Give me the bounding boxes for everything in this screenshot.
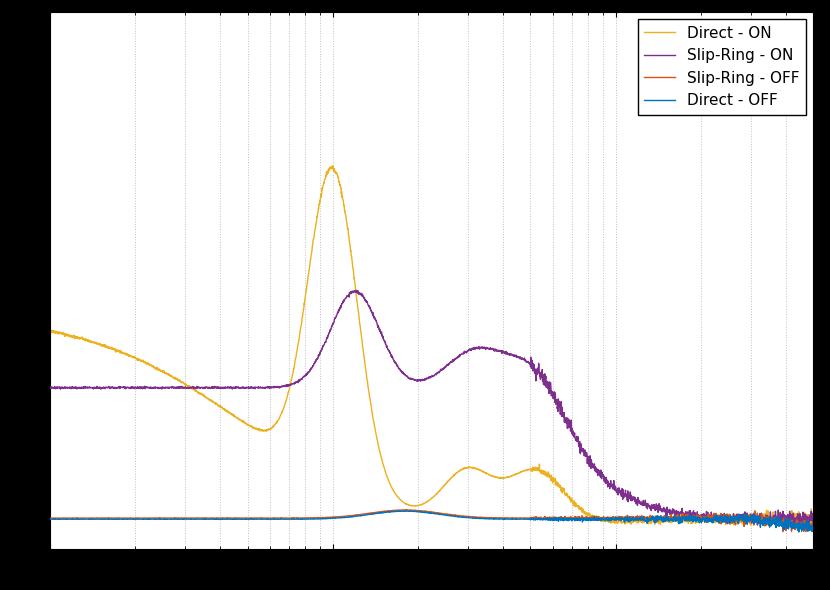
- Line: Slip-Ring - ON: Slip-Ring - ON: [50, 290, 813, 529]
- Slip-Ring - OFF: [808, 525, 818, 532]
- Direct - ON: [711, 515, 721, 522]
- Slip-Ring - ON: [789, 525, 799, 532]
- Direct - ON: [328, 162, 338, 169]
- Direct - ON: [132, 356, 142, 363]
- Direct - OFF: [371, 510, 381, 517]
- Slip-Ring - OFF: [132, 514, 142, 522]
- Direct - ON: [793, 508, 803, 515]
- Slip-Ring - OFF: [778, 528, 788, 535]
- Direct - ON: [45, 327, 55, 335]
- Direct - OFF: [711, 516, 721, 523]
- Slip-Ring - OFF: [401, 506, 411, 513]
- Slip-Ring - OFF: [711, 513, 721, 520]
- Line: Slip-Ring - OFF: Slip-Ring - OFF: [50, 510, 813, 532]
- Slip-Ring - ON: [371, 317, 381, 324]
- Direct - OFF: [178, 516, 188, 523]
- Line: Direct - OFF: Direct - OFF: [50, 511, 813, 532]
- Direct - ON: [178, 379, 188, 386]
- Legend: Direct - ON, Slip-Ring - ON, Slip-Ring - OFF, Direct - OFF: Direct - ON, Slip-Ring - ON, Slip-Ring -…: [638, 19, 806, 114]
- Direct - OFF: [45, 516, 55, 523]
- Direct - OFF: [794, 529, 804, 536]
- Slip-Ring - ON: [338, 300, 348, 307]
- Direct - ON: [371, 430, 381, 437]
- Direct - OFF: [808, 519, 818, 526]
- Slip-Ring - ON: [45, 384, 55, 391]
- Direct - OFF: [401, 507, 411, 514]
- Slip-Ring - ON: [794, 519, 804, 526]
- Slip-Ring - OFF: [371, 509, 381, 516]
- Slip-Ring - OFF: [45, 514, 55, 522]
- Direct - ON: [338, 196, 348, 203]
- Direct - ON: [803, 526, 813, 533]
- Direct - OFF: [338, 514, 348, 521]
- Line: Direct - ON: Direct - ON: [50, 166, 813, 530]
- Slip-Ring - ON: [352, 287, 362, 294]
- Slip-Ring - OFF: [178, 514, 188, 522]
- Slip-Ring - ON: [711, 516, 721, 523]
- Slip-Ring - ON: [178, 384, 188, 391]
- Slip-Ring - OFF: [338, 513, 348, 520]
- Direct - OFF: [132, 516, 142, 523]
- Slip-Ring - ON: [132, 384, 142, 391]
- Slip-Ring - ON: [808, 516, 818, 523]
- Direct - ON: [808, 512, 818, 519]
- Direct - OFF: [793, 525, 803, 532]
- Slip-Ring - OFF: [794, 521, 804, 528]
